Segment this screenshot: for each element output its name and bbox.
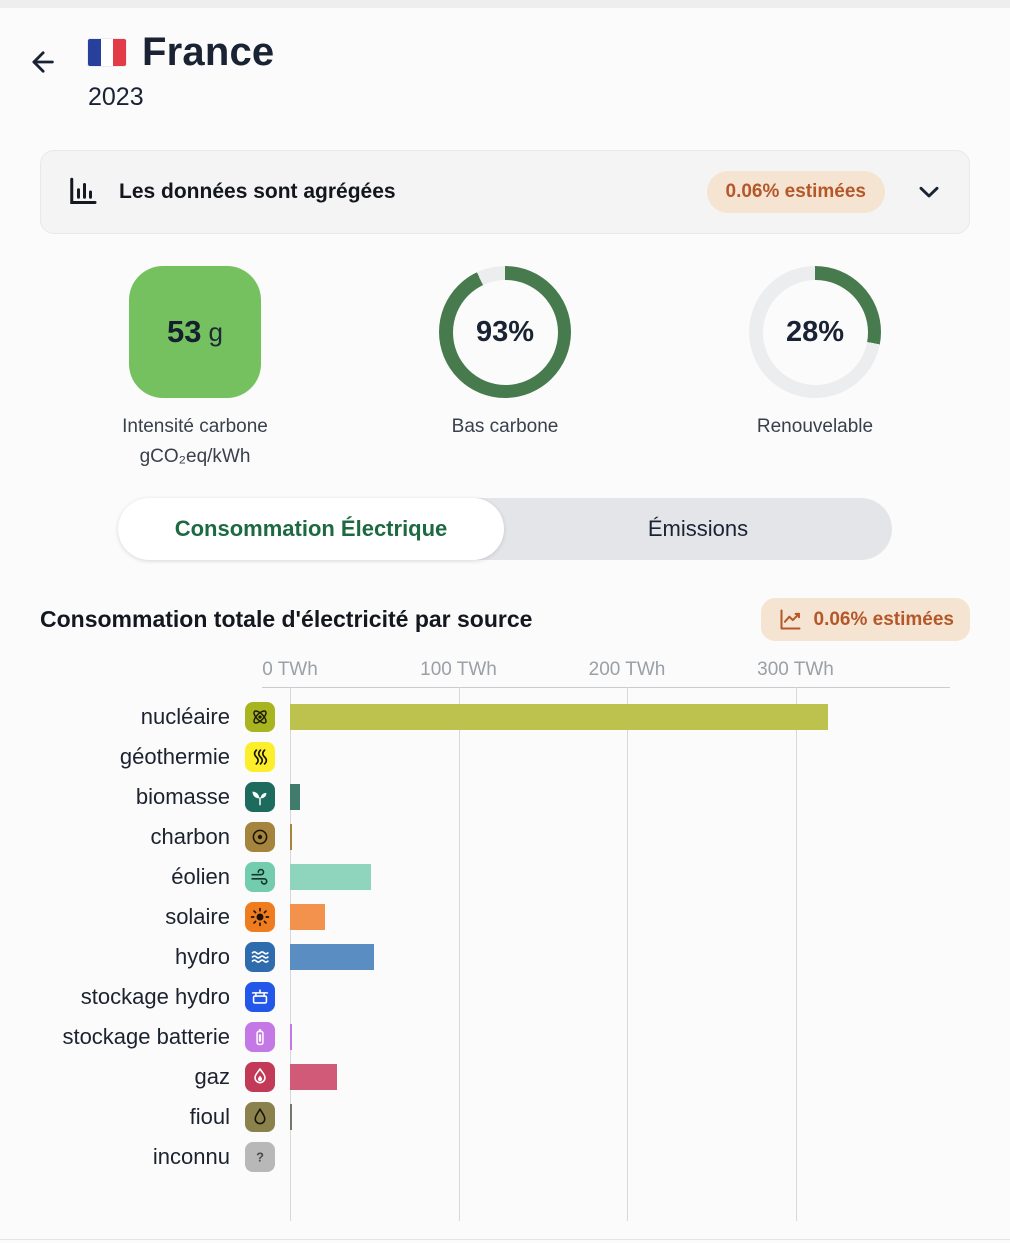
atom-icon (245, 702, 275, 732)
axis-tick-label: 0 TWh (262, 659, 318, 680)
tab-emissions[interactable]: Émissions (504, 498, 892, 560)
row-label: stockage hydro (80, 984, 230, 1009)
year-label: 2023 (88, 83, 144, 111)
chart-row: stockage hydro (40, 977, 970, 1017)
france-flag-icon (88, 39, 126, 66)
row-bar (290, 1024, 292, 1050)
flame-icon (245, 1062, 275, 1092)
row-bar (290, 784, 301, 810)
chart-row: géothermie (40, 737, 970, 777)
stat-carbon-intensity: 53 g Intensité carbone gCO₂eq/kWh (40, 266, 350, 468)
row-bar (290, 944, 375, 970)
row-bar (290, 904, 326, 930)
row-label: éolien (171, 864, 230, 889)
row-label: fioul (189, 1104, 230, 1129)
chart-row: éolien (40, 857, 970, 897)
gridline (795, 687, 797, 1221)
banner-expand-button[interactable] (913, 176, 945, 208)
row-bar (290, 1064, 338, 1090)
row-label: nucléaire (140, 704, 230, 729)
sprout-icon (245, 782, 275, 812)
wind-icon (245, 862, 275, 892)
estimated-badge: 0.06% estimées (706, 171, 885, 213)
row-bar (290, 864, 371, 890)
sun-icon (245, 902, 275, 932)
axis-line (262, 687, 950, 688)
carbon-intensity-value: 53 (167, 314, 202, 349)
stat-low-carbon: 93% Bas carbone (350, 266, 660, 468)
header: France 2023 (0, 8, 1010, 112)
chart-row: hydro (40, 937, 970, 977)
chart-title: Consommation totale d'électricité par so… (40, 606, 533, 632)
axis-ticks: 0 TWh 100 TWh 200 TWh 300 TWh (262, 659, 950, 683)
page-title: France (142, 30, 275, 74)
chart-row: charbon (40, 817, 970, 857)
back-button[interactable] (22, 44, 60, 82)
low-carbon-donut: 93% (439, 266, 571, 398)
chevron-down-icon (913, 176, 945, 208)
question-icon (245, 1142, 275, 1172)
chart-row: fioul (40, 1097, 970, 1137)
bar-chart-icon (65, 174, 101, 210)
heat-icon (245, 742, 275, 772)
row-label: inconnu (152, 1144, 230, 1169)
chart-estimated-badge: 0.06% estimées (760, 598, 970, 641)
row-label: solaire (165, 904, 230, 929)
top-edge (0, 0, 1010, 8)
renewable-value: 28% (785, 315, 845, 348)
low-carbon-label: Bas carbone (451, 416, 559, 437)
trend-line-icon (777, 606, 804, 633)
stats-row: 53 g Intensité carbone gCO₂eq/kWh 93% Ba… (40, 266, 970, 468)
chart-row: inconnu (40, 1137, 970, 1177)
stat-renewable: 28% Renouvelable (660, 266, 970, 468)
carbon-intensity-label: Intensité carbone (122, 416, 268, 437)
bottom-divider (0, 1239, 1010, 1240)
row-bar (290, 704, 828, 730)
axis-tick-label: 300 TWh (757, 659, 834, 680)
axis-tick-label: 200 TWh (588, 659, 666, 680)
chart-row: nucléaire (40, 697, 970, 737)
chart-row: solaire (40, 897, 970, 937)
droplet-icon (245, 1102, 275, 1132)
aggregated-data-banner[interactable]: Les données sont agrégées 0.06% estimées (40, 150, 970, 234)
chart-rows: nucléaire géothermie biomasse charbon éo… (40, 697, 970, 1177)
row-label: biomasse (135, 784, 230, 809)
row-bar (290, 824, 292, 850)
consumption-bar-chart: 0 TWh 100 TWh 200 TWh 300 TWh nucléaire géo… (40, 659, 970, 1234)
chart-row: stockage batterie (40, 1017, 970, 1057)
row-bar (290, 1104, 293, 1130)
row-label: géothermie (119, 744, 230, 769)
arrow-left-icon (24, 45, 58, 79)
chart-row: biomasse (40, 777, 970, 817)
renewable-label: Renouvelable (756, 416, 874, 437)
gridline (627, 687, 628, 1221)
axis-tick-label: 100 TWh (420, 659, 497, 680)
chart-header: Consommation totale d'électricité par so… (40, 598, 970, 641)
row-label: hydro (174, 944, 230, 969)
carbon-intensity-unit: g (208, 316, 223, 347)
carbon-intensity-box: 53 g (129, 266, 261, 398)
carbon-intensity-sublabel: gCO₂eq/kWh (139, 446, 251, 467)
low-carbon-value: 93% (475, 315, 535, 348)
tab-consommation-electrique[interactable]: Consommation Électrique (118, 498, 504, 560)
row-label: charbon (150, 824, 230, 849)
coal-icon (245, 822, 275, 852)
chart-row: gaz (40, 1057, 970, 1097)
renewable-donut: 28% (749, 266, 881, 398)
banner-text: Les données sont agrégées (119, 180, 396, 203)
row-label: stockage batterie (62, 1024, 230, 1049)
gridline (458, 687, 460, 1221)
dam-icon (245, 982, 275, 1012)
waves-icon (245, 942, 275, 972)
row-label: gaz (194, 1064, 230, 1089)
battery-icon (245, 1022, 275, 1052)
view-tabs: Consommation Électrique Émissions (118, 498, 892, 560)
